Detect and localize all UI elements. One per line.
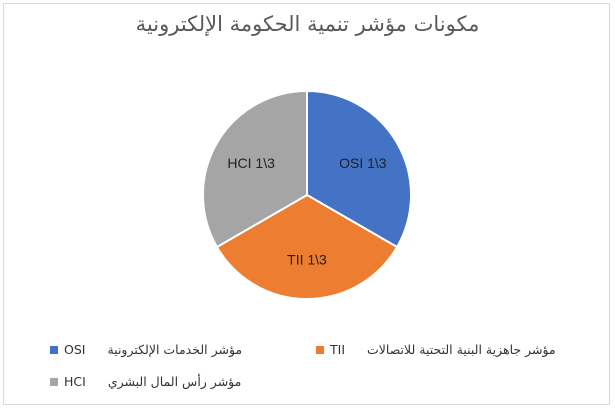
legend-code-tii: TII xyxy=(330,342,346,357)
legend-code-osi: OSI xyxy=(64,342,86,357)
legend-item-hci: HCI مؤشر رأس المال البشري xyxy=(50,374,241,389)
pie-slice-hci xyxy=(202,89,308,249)
legend-text-hci: مؤشر رأس المال البشري xyxy=(107,374,242,389)
legend-code-hci: HCI xyxy=(64,374,86,389)
slice-label-osi: OSI 1\3 xyxy=(339,155,387,171)
legend-text-osi: مؤشر الخدمات الإلكترونية xyxy=(107,342,243,357)
legend-swatch-tii xyxy=(316,345,324,354)
legend-item-tii: TII مؤشر جاهزية البنية التحتية للاتصالات xyxy=(316,342,556,357)
legend-text-tii: مؤشر جاهزية البنية التحتية للاتصالات xyxy=(367,342,556,357)
slice-label-tii: TII 1\3 xyxy=(287,251,327,267)
legend-item-osi: OSI مؤشر الخدمات الإلكترونية xyxy=(50,342,242,357)
slice-label-hci: HCI 1\3 xyxy=(227,155,275,171)
chart-title: مكونات مؤشر تنمية الحكومة الإلكترونية xyxy=(135,12,480,36)
legend-swatch-hci xyxy=(50,377,58,386)
legend-swatch-osi xyxy=(50,345,58,354)
pie-slice-osi xyxy=(306,89,412,249)
